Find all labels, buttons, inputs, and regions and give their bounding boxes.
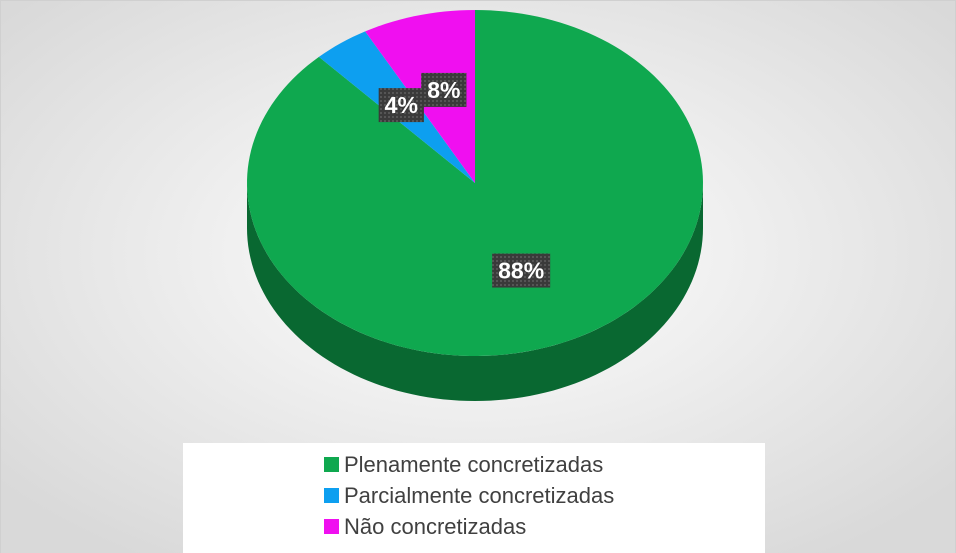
legend-label: Parcialmente concretizadas: [344, 483, 614, 508]
pie-slice: [247, 10, 703, 356]
data-label-text: 4%: [385, 92, 418, 118]
data-label-box: [421, 72, 467, 107]
data-label-box: [492, 253, 551, 288]
data-label: 88%: [492, 253, 551, 288]
legend-label: Plenamente concretizadas: [344, 452, 603, 477]
data-label-box: [378, 88, 424, 123]
legend-swatch: [324, 519, 339, 534]
plot: 88% 4% 8%: [247, 10, 703, 401]
data-label: 8%: [421, 72, 467, 107]
legend-box: [183, 443, 765, 553]
data-label-text: 8%: [427, 77, 460, 103]
legend: Plenamente concretizadas Parcialmente con…: [324, 452, 614, 539]
pie-side: [247, 183, 703, 401]
legend-label: Não concretizadas: [344, 514, 526, 539]
legend-swatch: [324, 488, 339, 503]
legend-swatch: [324, 457, 339, 472]
data-label: 4%: [378, 88, 424, 123]
data-label-text: 88%: [498, 258, 544, 284]
